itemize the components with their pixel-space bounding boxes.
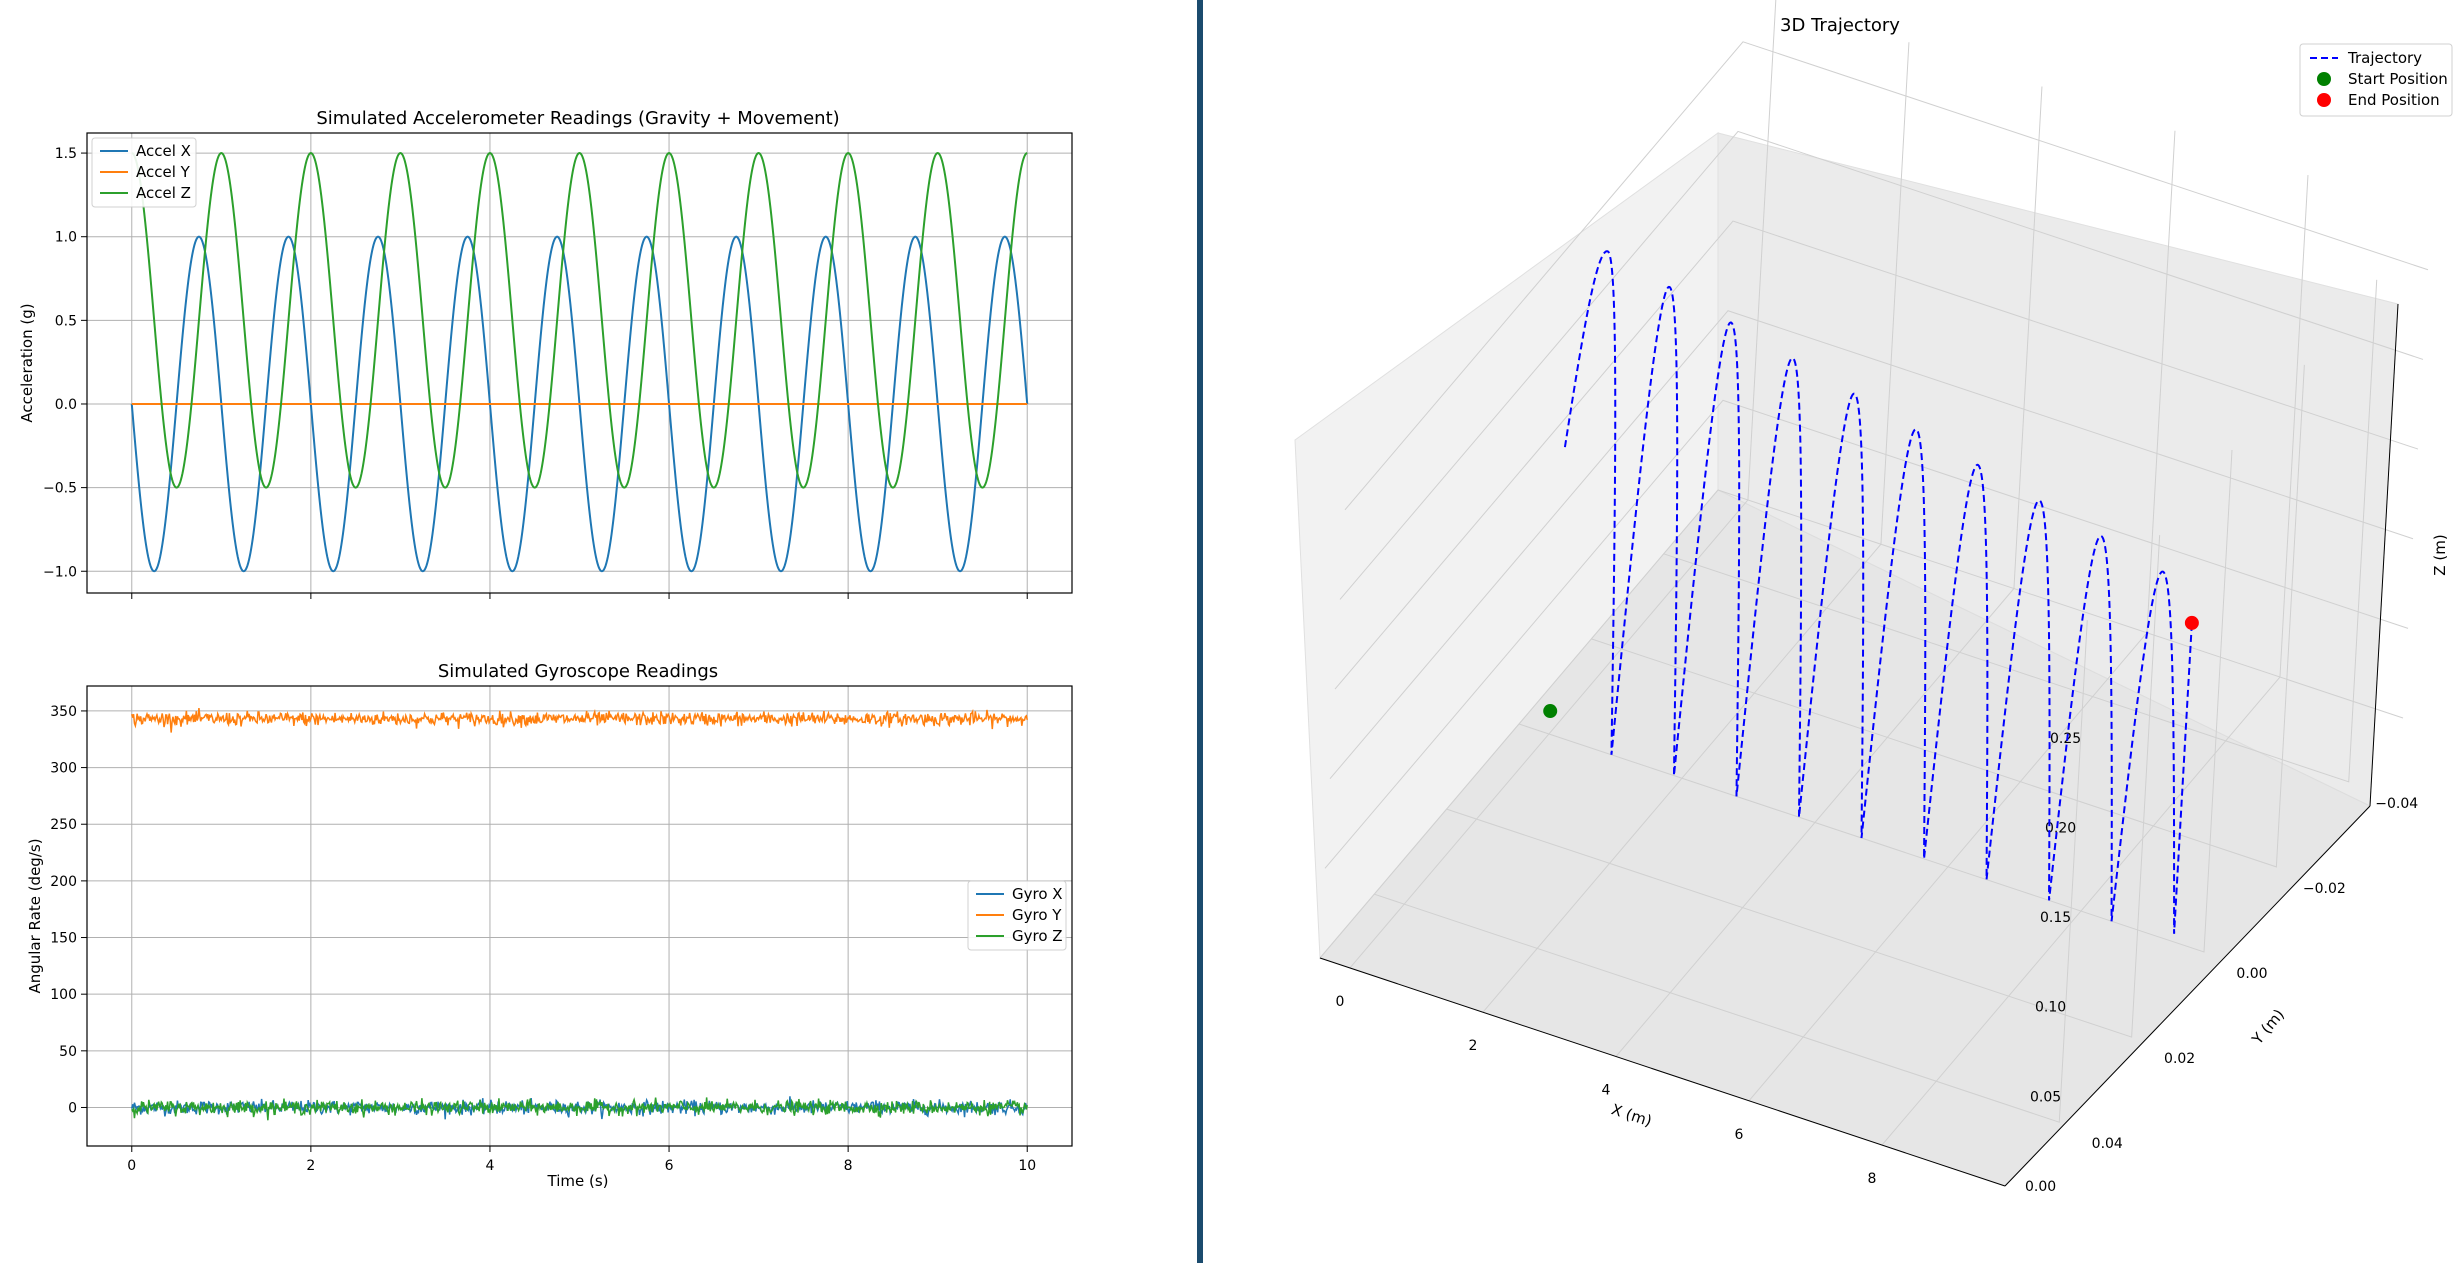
start-position-marker xyxy=(1543,704,1558,719)
y-tick-label: −0.04 xyxy=(2375,796,2418,812)
y-tick-label: 0.5 xyxy=(55,313,77,329)
x-axis-label: X (m) xyxy=(1609,1100,1654,1130)
y-tick-label: 150 xyxy=(50,931,77,947)
x-tick-label: 8 xyxy=(844,1158,853,1174)
z-gridline xyxy=(1334,220,2419,690)
x-tick-label: 4 xyxy=(485,1158,494,1174)
legend-box xyxy=(91,137,197,208)
legend-label: Accel Y xyxy=(136,163,191,181)
series-lines xyxy=(131,708,1028,1121)
legend-label: Start Position xyxy=(2348,70,2448,88)
z-gridline xyxy=(1319,489,2404,959)
x-tick-label: 6 xyxy=(1734,1127,1743,1143)
y-tick-label: 1.5 xyxy=(55,146,77,162)
series-line-gyro-z xyxy=(131,1097,1028,1121)
z-gridline xyxy=(1324,399,2409,869)
legend: Accel X Accel Y Accel Z xyxy=(91,137,197,208)
series-line-accel-z xyxy=(131,152,1028,489)
legend-label: Trajectory xyxy=(2347,49,2422,67)
chart-title: Simulated Gyroscope Readings xyxy=(438,661,718,682)
y-gridline xyxy=(1663,279,2378,783)
y-tick-label: 200 xyxy=(50,874,77,890)
trajectory-line xyxy=(1563,250,2193,934)
x-tick-label: 2 xyxy=(1468,1038,1477,1054)
chart-title: 3D Trajectory xyxy=(1780,15,1900,36)
y-tick-label: 300 xyxy=(50,761,77,777)
legend-label: Accel Z xyxy=(136,184,191,202)
z-gridline xyxy=(1339,130,2424,600)
y-axis-line xyxy=(2004,805,2371,1187)
legend-label: Accel X xyxy=(136,142,191,160)
y-tick-label: 50 xyxy=(59,1044,77,1060)
legend-label: End Position xyxy=(2348,91,2440,109)
z-gridline xyxy=(1329,310,2414,780)
y-tick-label: 0.02 xyxy=(2164,1051,2195,1067)
y-gridline xyxy=(1591,364,2305,868)
series-lines xyxy=(130,152,1029,573)
x-tick-label: 8 xyxy=(1868,1171,1877,1187)
z-gridline xyxy=(1344,41,2429,511)
y-axis-label: Acceleration (g) xyxy=(18,303,36,422)
y-tick-label: 0.0 xyxy=(55,397,77,413)
y-axis-label: Y (m) xyxy=(2248,1006,2288,1049)
z-tick-label: 0.00 xyxy=(2025,1179,2056,1195)
series-line-gyro-y xyxy=(131,708,1028,733)
y-tick-label: 350 xyxy=(50,704,77,720)
z-axis-label: Z (m) xyxy=(2431,534,2449,575)
z-tick-label: 0.10 xyxy=(2035,1000,2066,1016)
legend-swatch-start xyxy=(2317,72,2331,86)
x-axis-label: Time (s) xyxy=(547,1172,609,1190)
z-tick-label: 0.05 xyxy=(2030,1089,2061,1105)
legend-swatch-end xyxy=(2317,93,2331,107)
legend-label: Gyro X xyxy=(1012,885,1063,903)
trajectory-3d-chart: 3D Trajectory 0 2 4 6 8 −0.04 −0.02 0.00 0.02 0.0… xyxy=(1294,0,2453,1195)
y-axis-label: Angular Rate (deg/s) xyxy=(26,838,44,993)
chart-title: Simulated Accelerometer Readings (Gravit… xyxy=(316,108,839,129)
x-tick-label: 4 xyxy=(1601,1083,1610,1099)
y-tick-label: 100 xyxy=(50,987,77,1003)
end-position-marker xyxy=(2184,615,2199,630)
legend: Gyro X Gyro Y Gyro Z xyxy=(967,880,1067,951)
y-tick-label: −0.5 xyxy=(43,481,77,497)
gyroscope-chart: Simulated Gyroscope Readings 0 2 4 6 8 100501… xyxy=(26,661,1073,1190)
x-tick-label: 6 xyxy=(665,1158,674,1174)
y-tick-label: 1.0 xyxy=(55,230,77,246)
y-gridline xyxy=(1446,535,2161,1038)
x-tick-label: 0 xyxy=(127,1158,136,1174)
plot-frame xyxy=(86,132,1073,594)
y-tick-label: 0 xyxy=(68,1100,77,1116)
window-divider[interactable] xyxy=(1197,0,1203,1263)
y-tick-label: 250 xyxy=(50,817,77,833)
x-tick-label: 10 xyxy=(1018,1158,1036,1174)
tick-labels-3d: 0 2 4 6 8 −0.04 −0.02 0.00 0.02 0.04 0.00 0.05 0.10 0… xyxy=(1335,731,2418,1195)
y-tick-label: −0.02 xyxy=(2303,881,2346,897)
x-tick-label: 0 xyxy=(1335,994,1344,1010)
gridlines xyxy=(87,686,1072,1146)
plot-frame xyxy=(86,685,1073,1147)
legend-label: Gyro Y xyxy=(1012,906,1062,924)
tick-labels: −1.0 −0.5 0.0 0.5 1.0 1.5 xyxy=(43,146,1028,599)
gridlines-3d xyxy=(1319,0,2429,1146)
legend-label: Gyro Z xyxy=(1012,927,1063,945)
y-gridline xyxy=(1374,620,2088,1123)
gridlines xyxy=(87,133,1072,593)
x-axis-line xyxy=(1319,957,2006,1187)
y-tick-label: −1.0 xyxy=(43,564,77,580)
z-tick-label: 0.25 xyxy=(2050,731,2081,747)
legend-box xyxy=(2299,43,2453,117)
accelerometer-chart: Simulated Accelerometer Readings (Gravit… xyxy=(18,108,1073,599)
legend-box xyxy=(967,880,1067,951)
y-tick-label: 0.04 xyxy=(2092,1136,2123,1152)
z-tick-label: 0.15 xyxy=(2040,910,2071,926)
z-tick-label: 0.20 xyxy=(2045,820,2076,836)
z-axis-line xyxy=(2369,303,2399,807)
y-gridline xyxy=(1518,449,2233,953)
legend: Trajectory Start Position End Position xyxy=(2299,43,2453,117)
y-tick-label: 0.00 xyxy=(2236,966,2267,982)
x-tick-label: 2 xyxy=(306,1158,315,1174)
